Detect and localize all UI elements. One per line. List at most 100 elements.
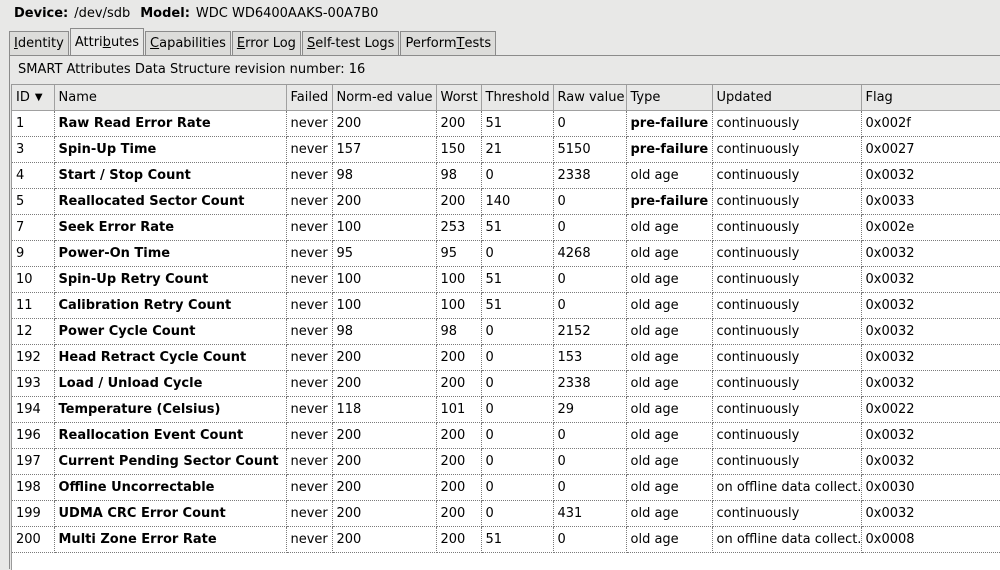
column-header-failed[interactable]: Failed — [286, 85, 333, 111]
cell-id: 1 — [12, 110, 55, 137]
cell-normed-value: 157 — [332, 136, 437, 163]
cell-worst: 95 — [436, 240, 482, 267]
table-row[interactable]: 10 Spin-Up Retry Count never 100 100 51 0 old a… — [12, 266, 1000, 293]
attributes-table-container[interactable]: ID ▼ Name Failed Norm-ed value Worst Thre… — [11, 84, 1000, 570]
cell-flag: 0x0032 — [861, 162, 1000, 189]
cell-updated: continuously — [712, 344, 862, 371]
column-header-name[interactable]: Name — [54, 85, 287, 111]
cell-type: old age — [626, 162, 713, 189]
table-row[interactable]: 9 Power-On Time never 95 95 0 4268 old age conti… — [12, 240, 1000, 267]
cell-type: old age — [626, 318, 713, 345]
cell-worst: 200 — [436, 188, 482, 215]
cell-raw-value: 0 — [553, 188, 627, 215]
cell-id: 194 — [12, 396, 55, 423]
cell-threshold: 0 — [481, 396, 554, 423]
cell-normed-value: 200 — [332, 344, 437, 371]
table-row[interactable]: 197 Current Pending Sector Count never 200 2… — [12, 448, 1000, 475]
cell-flag: 0x0032 — [861, 448, 1000, 475]
column-header-updated[interactable]: Updated — [712, 85, 862, 111]
attributes-table: ID ▼ Name Failed Norm-ed value Worst Thre… — [12, 85, 1000, 553]
table-row[interactable]: 193 Load / Unload Cycle never 200 200 0 2338 ol… — [12, 370, 1000, 397]
cell-normed-value: 200 — [332, 474, 437, 501]
cell-flag: 0x0032 — [861, 344, 1000, 371]
table-row[interactable]: 4 Start / Stop Count never 98 98 0 2338 old age… — [12, 162, 1000, 189]
column-header-raw-value[interactable]: Raw value — [553, 85, 627, 111]
cell-flag: 0x0033 — [861, 188, 1000, 215]
cell-updated: continuously — [712, 318, 862, 345]
cell-flag: 0x0027 — [861, 136, 1000, 163]
table-row[interactable]: 196 Reallocation Event Count never 200 200 0 0… — [12, 422, 1000, 449]
cell-failed: never — [286, 500, 333, 527]
cell-threshold: 51 — [481, 214, 554, 241]
cell-worst: 200 — [436, 344, 482, 371]
cell-updated: continuously — [712, 266, 862, 293]
column-header-worst[interactable]: Worst — [436, 85, 482, 111]
table-row[interactable]: 1 Raw Read Error Rate never 200 200 51 0 pre-fa… — [12, 110, 1000, 137]
cell-threshold: 0 — [481, 448, 554, 475]
table-row[interactable]: 194 Temperature (Celsius) never 118 101 0 29 ol… — [12, 396, 1000, 423]
cell-failed: never — [286, 266, 333, 293]
cell-normed-value: 100 — [332, 266, 437, 293]
cell-type: old age — [626, 422, 713, 449]
cell-threshold: 51 — [481, 110, 554, 137]
cell-worst: 150 — [436, 136, 482, 163]
cell-threshold: 51 — [481, 266, 554, 293]
cell-failed: never — [286, 240, 333, 267]
column-header-threshold[interactable]: Threshold — [481, 85, 554, 111]
cell-updated: continuously — [712, 240, 862, 267]
cell-name: Temperature (Celsius) — [54, 396, 287, 423]
table-row[interactable]: 5 Reallocated Sector Count never 200 200 140 0… — [12, 188, 1000, 215]
table-row[interactable]: 7 Seek Error Rate never 100 253 51 0 old age con… — [12, 214, 1000, 241]
cell-type: old age — [626, 396, 713, 423]
cell-raw-value: 2338 — [553, 162, 627, 189]
cell-type: old age — [626, 500, 713, 527]
table-row[interactable]: 11 Calibration Retry Count never 100 100 51 0 o… — [12, 292, 1000, 319]
cell-failed: never — [286, 318, 333, 345]
table-row[interactable]: 3 Spin-Up Time never 157 150 21 5150 pre-failur… — [12, 136, 1000, 163]
cell-type: old age — [626, 370, 713, 397]
tab-attributes[interactable]: Attri b utes — [69, 28, 145, 55]
column-header-type[interactable]: Type — [626, 85, 713, 111]
cell-updated: continuously — [712, 110, 862, 137]
cell-raw-value: 2338 — [553, 370, 627, 397]
column-header-normed-value[interactable]: Norm-ed value — [332, 85, 437, 111]
cell-threshold: 0 — [481, 162, 554, 189]
cell-updated: continuously — [712, 292, 862, 319]
table-row[interactable]: 200 Multi Zone Error Rate never 200 200 51 0 ol… — [12, 526, 1000, 553]
table-row[interactable]: 192 Head Retract Cycle Count never 200 200 0 1… — [12, 344, 1000, 371]
cell-normed-value: 98 — [332, 318, 437, 345]
cell-flag: 0x0032 — [861, 292, 1000, 319]
cell-type: old age — [626, 292, 713, 319]
cell-flag: 0x0032 — [861, 370, 1000, 397]
column-header-id[interactable]: ID ▼ — [12, 85, 55, 111]
cell-raw-value: 0 — [553, 422, 627, 449]
model-label: Model: — [140, 5, 190, 21]
cell-failed: never — [286, 214, 333, 241]
cell-name: Multi Zone Error Rate — [54, 526, 287, 553]
cell-worst: 200 — [436, 526, 482, 553]
device-label: Device: — [14, 5, 69, 21]
cell-name: Head Retract Cycle Count — [54, 344, 287, 371]
cell-name: Spin-Up Time — [54, 136, 287, 163]
cell-normed-value: 100 — [332, 292, 437, 319]
model-value: WDC WD6400AAKS-00A7B0 — [195, 5, 379, 21]
table-row[interactable]: 12 Power Cycle Count never 98 98 0 2152 old age… — [12, 318, 1000, 345]
table-row[interactable]: 199 UDMA CRC Error Count never 200 200 0 431 ol… — [12, 500, 1000, 527]
table-row[interactable]: 198 Offline Uncorrectable never 200 200 0 0 old… — [12, 474, 1000, 501]
cell-threshold: 21 — [481, 136, 554, 163]
cell-raw-value: 0 — [553, 448, 627, 475]
cell-updated: continuously — [712, 422, 862, 449]
column-header-flag[interactable]: Flag — [861, 85, 1000, 111]
cell-flag: 0x002f — [861, 110, 1000, 137]
cell-worst: 200 — [436, 422, 482, 449]
cell-worst: 98 — [436, 318, 482, 345]
cell-flag: 0x0022 — [861, 396, 1000, 423]
cell-normed-value: 200 — [332, 500, 437, 527]
cell-flag: 0x0008 — [861, 526, 1000, 553]
